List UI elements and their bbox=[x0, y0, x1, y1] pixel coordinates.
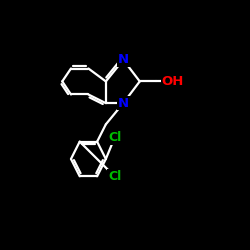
Text: N: N bbox=[118, 53, 129, 66]
Text: Cl: Cl bbox=[108, 170, 121, 183]
Text: N: N bbox=[118, 97, 129, 110]
Text: Cl: Cl bbox=[108, 131, 121, 144]
Text: OH: OH bbox=[162, 75, 184, 88]
